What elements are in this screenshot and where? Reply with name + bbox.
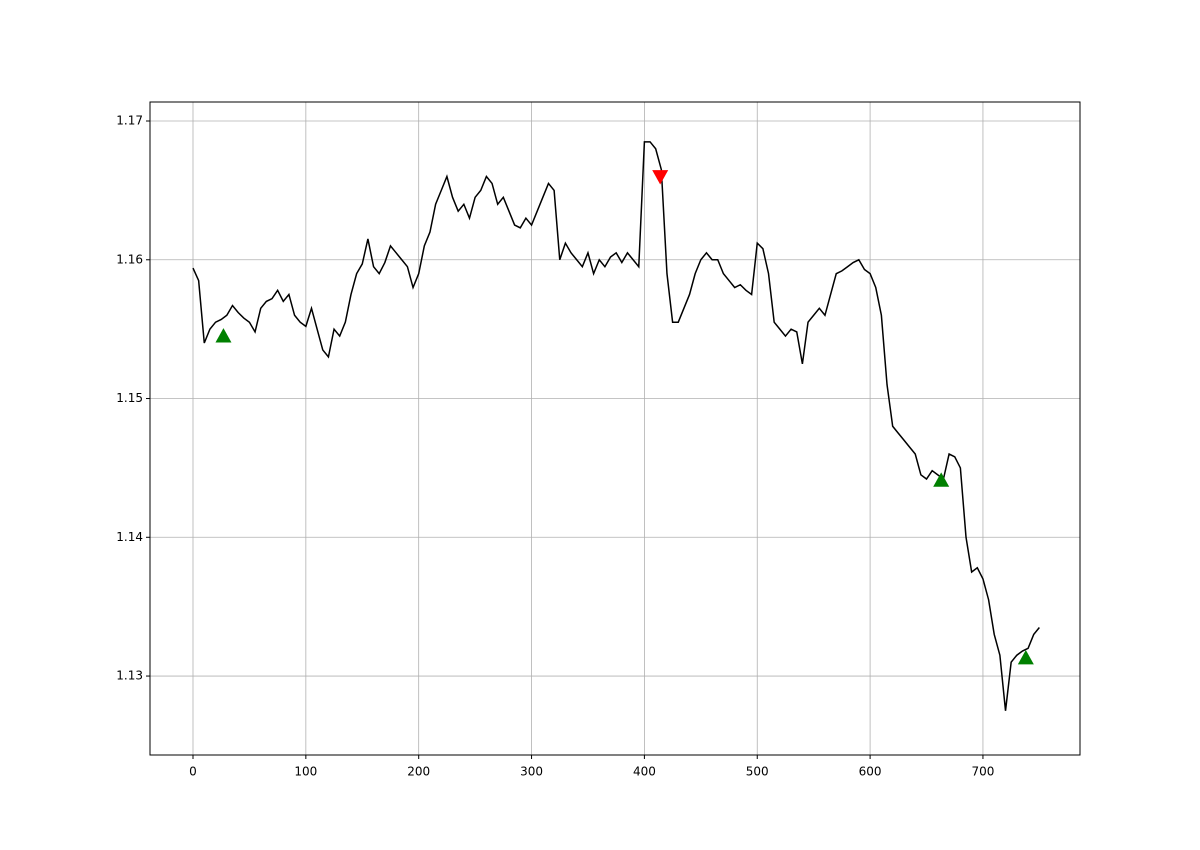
x-tick-label: 300	[520, 765, 543, 779]
x-tick-label: 400	[633, 765, 656, 779]
y-tick-label: 1.15	[116, 391, 143, 405]
y-tick-label: 1.13	[116, 669, 143, 683]
y-tick-label: 1.14	[116, 530, 143, 544]
buy-marker	[215, 328, 232, 343]
x-tick-label: 500	[746, 765, 769, 779]
price-line	[192, 141, 1040, 711]
sell-marker	[652, 170, 669, 185]
x-tick-label: 100	[294, 765, 317, 779]
plot-frame	[149, 101, 1081, 756]
y-tick-label: 1.16	[116, 252, 143, 266]
x-tick-label: 700	[971, 765, 994, 779]
buy-marker	[933, 472, 950, 487]
x-tick-label: 0	[189, 765, 197, 779]
buy-marker	[1017, 650, 1034, 665]
x-tick-label: 200	[407, 765, 430, 779]
x-tick-label: 600	[859, 765, 882, 779]
y-tick-label: 1.17	[116, 114, 143, 128]
